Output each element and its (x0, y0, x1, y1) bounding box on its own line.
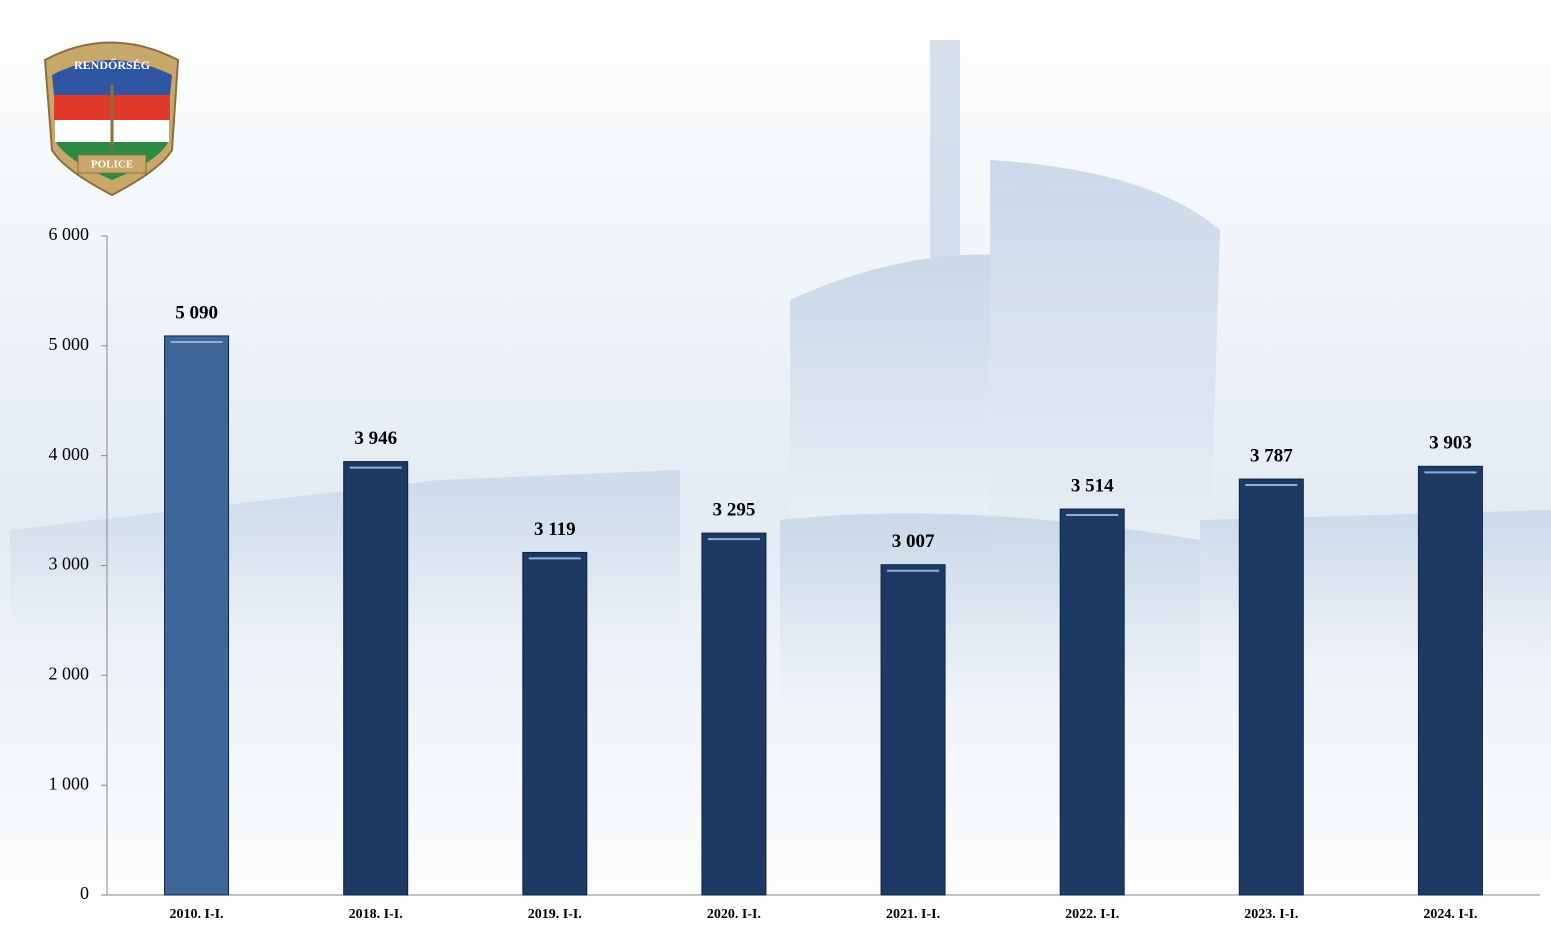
logo-top-text: RENDŐRSÉG (74, 57, 150, 72)
bar (522, 551, 588, 896)
bar (1417, 465, 1483, 896)
bar (1059, 508, 1125, 896)
value-label: 3 903 (1429, 433, 1472, 454)
bar (343, 461, 409, 896)
logo-bottom-text: POLICE (91, 159, 133, 171)
bar (701, 532, 767, 896)
bar (880, 564, 946, 896)
value-label: 3 787 (1250, 445, 1293, 466)
y-tick-label: 0 (80, 883, 89, 903)
x-tick-label: 2022. I-I. (1065, 907, 1119, 922)
x-tick-label: 2018. I-I. (349, 907, 403, 922)
value-label: 3 295 (713, 499, 756, 520)
x-tick-label: 2019. I-I. (528, 907, 582, 922)
y-tick-label: 1 000 (49, 773, 90, 793)
y-tick-label: 5 000 (49, 334, 90, 354)
y-tick-label: 2 000 (49, 663, 90, 683)
y-tick-label: 4 000 (49, 444, 90, 464)
y-tick-label: 6 000 (49, 224, 90, 244)
x-tick-label: 2023. I-I. (1244, 907, 1298, 922)
bar (1238, 478, 1304, 896)
y-tick-label: 3 000 (49, 554, 90, 574)
value-label: 3 514 (1071, 475, 1114, 496)
x-tick-label: 2020. I-I. (707, 907, 761, 922)
value-label: 5 090 (175, 302, 218, 323)
logo: RENDŐRSÉG POLICE (43, 41, 180, 197)
value-label: 3 946 (354, 428, 397, 449)
value-label: 3 007 (892, 531, 935, 552)
x-tick-label: 2021. I-I. (886, 907, 940, 922)
value-label: 3 119 (534, 519, 576, 540)
bar (164, 335, 230, 896)
x-tick-label: 2024. I-I. (1423, 907, 1477, 922)
x-tick-label: 2010. I-I. (170, 907, 224, 922)
